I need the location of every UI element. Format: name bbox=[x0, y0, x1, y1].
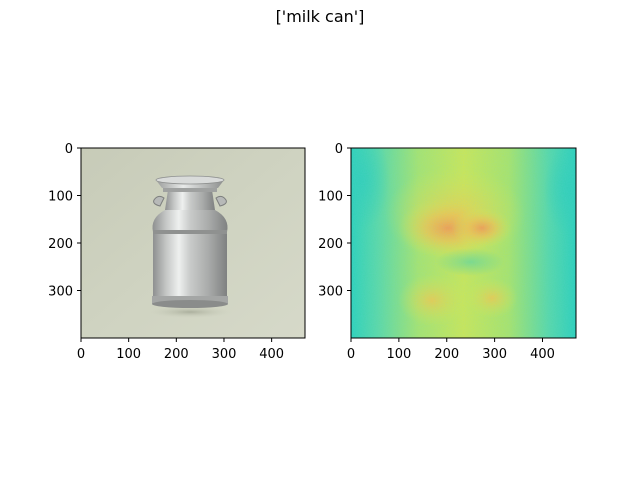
right-y-tick-label: 200 bbox=[318, 237, 343, 252]
left-y-tick-label: 200 bbox=[48, 237, 73, 252]
left-y-tick-label: 300 bbox=[48, 285, 73, 300]
right-y-tick-label: 0 bbox=[335, 142, 343, 157]
right-x-tick-label: 200 bbox=[434, 347, 459, 362]
left-image-panel bbox=[81, 148, 305, 338]
figure-title: ['milk can'] bbox=[275, 7, 365, 26]
axis-ticks: 0 100 200 300 400 0 100 200 300 0 100 200 300 400 0 100… bbox=[48, 142, 555, 362]
left-x-tick-label: 200 bbox=[164, 347, 189, 362]
right-x-tick-label: 300 bbox=[482, 347, 507, 362]
left-x-tick-label: 400 bbox=[259, 347, 284, 362]
right-heatmap-panel bbox=[351, 148, 576, 338]
heatmap-noise bbox=[351, 148, 576, 338]
left-x-tick-label: 0 bbox=[77, 347, 85, 362]
milk-can-image bbox=[148, 175, 232, 318]
left-y-tick-label: 0 bbox=[65, 142, 73, 157]
left-x-tick-label: 300 bbox=[212, 347, 237, 362]
right-x-tick-label: 0 bbox=[347, 347, 355, 362]
right-y-tick-label: 100 bbox=[318, 190, 343, 205]
left-y-tick-label: 100 bbox=[48, 190, 73, 205]
right-y-tick-label: 300 bbox=[318, 285, 343, 300]
right-x-tick-label: 100 bbox=[386, 347, 411, 362]
left-x-tick-label: 100 bbox=[116, 347, 141, 362]
right-x-tick-label: 400 bbox=[530, 347, 555, 362]
